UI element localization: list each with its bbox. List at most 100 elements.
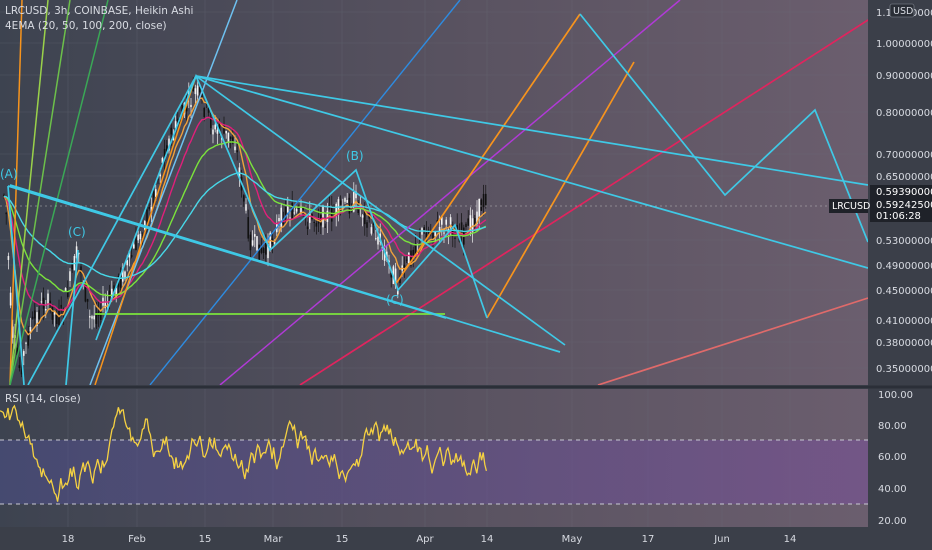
time-axis-background — [0, 527, 868, 550]
price-tick-label: 0.45000000 — [876, 286, 932, 297]
rsi-line — [0, 404, 488, 502]
price-tick-label: 0.53000000 — [876, 236, 932, 247]
ema-line — [3, 97, 487, 336]
cyan-elliott-wave[interactable] — [95, 73, 488, 341]
indicator-title[interactable]: 4EMA (20, 50, 100, 200, close) — [5, 20, 167, 32]
candle-body — [60, 304, 62, 308]
time-tick-label: 15 — [336, 534, 349, 545]
candle-body — [223, 125, 225, 134]
cyan-line-a[interactable] — [9, 184, 561, 353]
candle-body — [236, 150, 238, 153]
cyan-line-fan[interactable] — [27, 75, 197, 385]
candle-body — [174, 121, 177, 128]
candle-body — [192, 84, 194, 92]
candle-body — [482, 193, 485, 208]
candle-body — [155, 189, 157, 197]
candle-body — [34, 310, 36, 319]
cyan-channel-upper[interactable] — [195, 75, 868, 269]
cyan-wave-a-drop[interactable] — [7, 185, 25, 385]
candle-body — [210, 117, 212, 129]
candle-body — [383, 249, 386, 261]
candle-body — [432, 232, 434, 240]
candle-body — [322, 205, 324, 228]
wave-label-b: (B) — [346, 149, 364, 163]
candle-body — [31, 316, 34, 319]
cyan-wave-c-drop[interactable] — [65, 249, 79, 385]
candle-body — [284, 206, 287, 215]
candle-body — [410, 250, 412, 266]
trendline-drawings[interactable] — [7, 0, 868, 385]
time-axis-labels[interactable]: 18 Feb 15 Mar 15 Apr 14 May 17 Jun 14 — [62, 534, 797, 545]
symbol-tag-label: LRCUSD — [832, 201, 870, 212]
candle-body — [216, 129, 219, 134]
candle-body — [370, 227, 373, 234]
candle-body — [361, 215, 364, 218]
rsi-tick-label: 100.00 — [878, 390, 913, 401]
candle-body — [326, 210, 329, 222]
candle-body — [3, 194, 5, 197]
last-price-label: 0.59242500 — [876, 200, 932, 211]
fan-line-green[interactable] — [9, 0, 71, 385]
ema-line — [3, 141, 487, 297]
candle-body — [71, 262, 73, 270]
cyan-projection-wave[interactable] — [579, 13, 868, 243]
candle-body — [119, 274, 122, 288]
last-high-box — [870, 185, 932, 198]
currency-badge[interactable] — [889, 3, 915, 18]
fan-line-orange[interactable] — [9, 0, 23, 385]
candle-body — [126, 260, 128, 266]
symbol-title[interactable]: LRCUSD, 3h, COINBASE, Heikin Ashi — [5, 5, 193, 17]
candle-body — [478, 198, 480, 217]
trendline-magenta[interactable] — [219, 0, 681, 385]
symbol-tag — [829, 199, 868, 213]
trendline-salmon[interactable] — [597, 297, 868, 385]
candle-body — [287, 206, 289, 213]
candle-body — [159, 174, 161, 177]
candle-body — [394, 268, 397, 286]
candle-body — [16, 347, 18, 355]
candle-body — [265, 242, 267, 255]
fan-line-blue[interactable] — [149, 0, 461, 385]
candle-body — [335, 203, 337, 217]
time-tick-label: 17 — [642, 534, 655, 545]
wave-label-group: (A) (C) (B) (C) — [0, 149, 404, 307]
candle-body — [280, 207, 282, 229]
candle-body — [302, 207, 304, 210]
candle-body — [212, 129, 214, 135]
candle-body — [245, 204, 247, 211]
candle-body — [214, 124, 216, 130]
trendline-red[interactable] — [299, 19, 868, 385]
price-tick-label: 1.00000000 — [876, 39, 932, 50]
candle-body — [282, 220, 285, 225]
rsi-tick-label: 20.00 — [878, 516, 907, 527]
candle-body — [25, 342, 27, 344]
candle-body — [23, 351, 25, 356]
candle-body — [146, 209, 148, 223]
candle-body — [300, 207, 302, 213]
candle-body — [315, 223, 318, 227]
candle-body — [124, 271, 126, 279]
candle-body — [58, 310, 60, 326]
candle-body — [227, 132, 230, 142]
rsi-band — [0, 440, 868, 504]
candle-body — [7, 256, 10, 260]
projection-orange-1[interactable] — [394, 13, 581, 286]
candle-body — [258, 244, 260, 261]
candle-body — [474, 217, 476, 225]
candle-body — [443, 232, 445, 234]
candle-body — [434, 231, 436, 237]
candle-body — [111, 288, 113, 300]
projection-orange-left[interactable] — [94, 75, 197, 385]
candle-body — [199, 87, 201, 93]
cyan-line-b[interactable] — [195, 75, 566, 346]
projection-orange-2[interactable] — [486, 61, 635, 319]
fan-line-darkgreen[interactable] — [9, 0, 109, 385]
candle-body — [133, 244, 135, 249]
rsi-title[interactable]: RSI (14, close) — [5, 393, 81, 405]
fan-line-lightblue[interactable] — [89, 0, 238, 385]
candle-body — [260, 245, 263, 253]
candle-body — [320, 215, 322, 226]
candle-body — [471, 218, 474, 232]
candle-body — [313, 221, 315, 223]
